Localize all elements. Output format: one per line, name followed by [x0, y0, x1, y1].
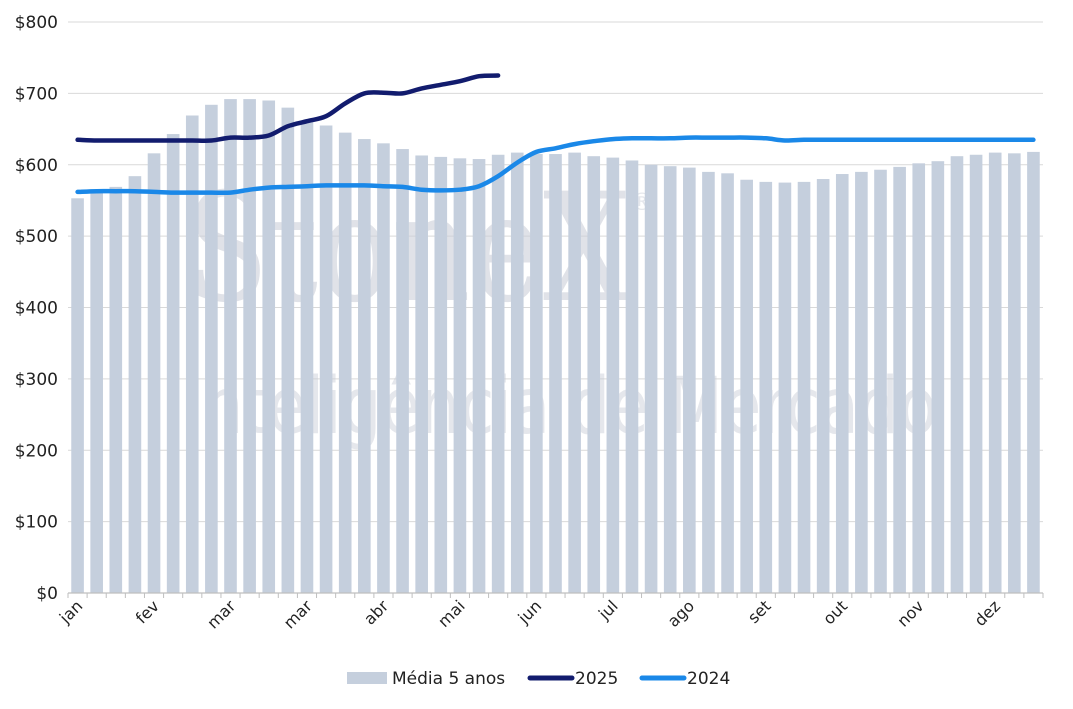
bar-media-5-anos-week-43 [874, 169, 887, 593]
bar-media-5-anos-week-35 [721, 173, 734, 593]
y-tick-label-0: $0 [36, 584, 58, 604]
bar-media-5-anos-week-20 [434, 156, 448, 593]
legend: Média 5 anos 2025 2024 [347, 669, 730, 689]
y-tick-label-1: $100 [15, 513, 58, 533]
bar-media-5-anos-week-41 [835, 174, 849, 593]
bar-media-5-anos-week-13 [300, 120, 314, 593]
bar-media-5-anos-week-24 [510, 152, 524, 593]
bar-media-5-anos-week-44 [893, 166, 906, 594]
bar-media-5-anos-week-11 [262, 100, 276, 593]
bar-media-5-anos-week-31 [644, 164, 658, 593]
x-tick-label-6: jun [514, 596, 546, 628]
legend-label-media: Média 5 anos [392, 669, 505, 689]
bar-media-5-anos-week-12 [281, 107, 295, 594]
bar-media-5-anos-week-15 [338, 132, 352, 593]
bar-media-5-anos-week-6 [166, 134, 180, 593]
x-tick-label-1: fev [132, 596, 163, 627]
bar-media-5-anos-week-16 [358, 139, 371, 593]
bar-media-5-anos-week-30 [625, 160, 639, 593]
bar-media-5-anos-week-28 [587, 156, 601, 593]
y-tick-label-2: $200 [15, 441, 58, 461]
bar-media-5-anos-week-47 [950, 156, 964, 593]
bar-media-5-anos-week-48 [969, 154, 983, 593]
x-axis-labels: jan fev mar mar abr mai jun jul ago set out nov dez [55, 596, 1004, 632]
bar-media-5-anos-week-2 [90, 191, 103, 593]
bar-media-5-anos-week-36 [740, 179, 753, 593]
line-2025 [75, 73, 501, 143]
bar-media-5-anos-week-40 [816, 179, 830, 593]
y-tick-label-3: $300 [15, 370, 58, 390]
x-tick-label-5: mai [434, 596, 469, 631]
x-tick-label-9: set [744, 596, 775, 627]
bar-media-5-anos-week-39 [797, 181, 811, 593]
x-tick-label-11: nov [893, 596, 927, 630]
bar-media-5-anos-week-23 [491, 154, 505, 593]
bar-media-5-anos-week-17 [377, 143, 390, 593]
x-tick-label-2: mar [203, 596, 239, 632]
x-axis [67, 592, 1044, 598]
x-tick-label-8: ago [664, 596, 698, 630]
bar-media-5-anos-week-37 [759, 181, 773, 593]
bar-media-5-anos-week-3 [109, 186, 123, 593]
legend-swatch-media [347, 672, 387, 684]
x-tick-label-7: jul [594, 596, 622, 624]
x-tick-label-3: mar [280, 596, 316, 632]
bar-media-5-anos-week-19 [415, 155, 428, 593]
bar-media-5-anos-week-5 [147, 153, 161, 593]
y-tick-label-4: $400 [15, 299, 58, 319]
y-tick-label-8: $800 [15, 13, 58, 33]
x-tick-label-0: jan [55, 596, 86, 627]
bar-media-5-anos-week-22 [472, 159, 486, 594]
y-tick-label-7: $700 [15, 84, 58, 104]
series-lines [75, 73, 1036, 196]
bar-media-5-anos-week-21 [453, 158, 467, 594]
bar-media-5-anos-week-10 [243, 99, 256, 594]
bar-media-5-anos-week-1 [71, 198, 84, 593]
bar-media-5-anos-week-25 [530, 154, 543, 593]
bar-media-5-anos-week-18 [396, 149, 409, 594]
bar-media-5-anos-week-4 [128, 176, 142, 594]
bar-media-5-anos-week-38 [778, 182, 792, 593]
bar-media-5-anos-week-7 [185, 115, 199, 593]
bar-media-5-anos-week-46 [931, 161, 945, 593]
legend-label-2025: 2025 [575, 669, 618, 689]
x-tick-label-12: dez [971, 596, 1005, 630]
bar-media-5-anos-week-45 [912, 163, 926, 593]
legend-label-2024: 2024 [687, 669, 730, 689]
bar-media-5-anos-week-34 [702, 171, 715, 593]
bar-media-5-anos-week-51 [1027, 151, 1040, 593]
y-axis-labels: $0 $100 $200 $300 $400 $500 $600 $700 $800 [15, 13, 58, 604]
bar-media-5-anos-week-50 [1008, 153, 1021, 593]
bar-media-5-anos-week-49 [988, 152, 1002, 593]
bar-media-5-anos-week-33 [683, 167, 696, 594]
bar-media-5-anos-week-14 [319, 125, 333, 594]
bar-media-5-anos-week-27 [568, 152, 581, 593]
bar-media-5-anos-week-32 [663, 166, 677, 594]
y-tick-label-5: $500 [15, 227, 58, 247]
bars [71, 99, 1040, 594]
bar-media-5-anos-week-26 [549, 154, 562, 593]
x-tick-label-4: abr [360, 596, 392, 628]
bar-media-5-anos-week-29 [606, 157, 620, 594]
bar-media-5-anos-week-42 [855, 171, 868, 593]
bar-media-5-anos-week-8 [205, 104, 218, 594]
bar-media-5-anos-week-9 [224, 99, 237, 594]
y-tick-label-6: $600 [15, 156, 58, 176]
line-2024 [75, 135, 1036, 196]
x-tick-label-10: out [819, 596, 851, 628]
